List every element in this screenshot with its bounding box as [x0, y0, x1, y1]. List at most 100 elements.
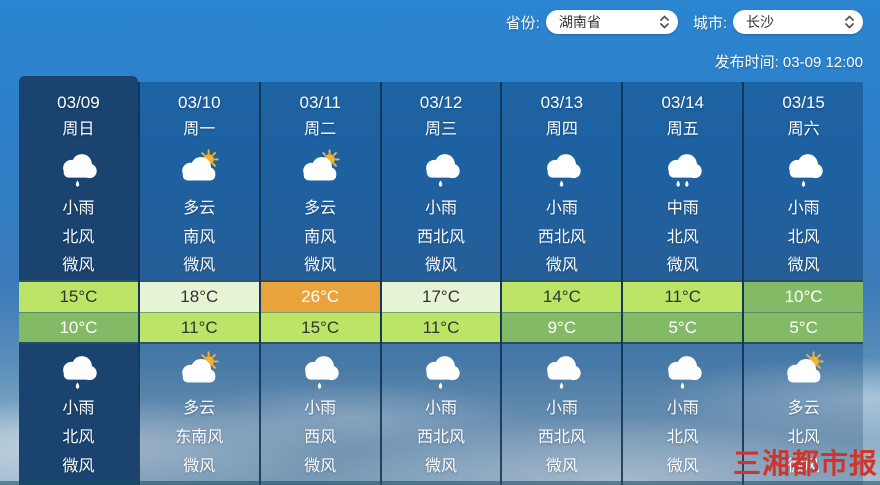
date-label: 03/14: [661, 93, 704, 112]
low-temperature: 11°C: [139, 312, 259, 344]
date-label: 03/10: [178, 93, 221, 112]
day-column: 03/13 周四 小雨 西北风 微风 14°C 9°C 小雨 西北风 微风: [500, 82, 622, 485]
night-section: 小雨 北风 微风: [19, 344, 138, 485]
light-rain-icon: [502, 348, 621, 394]
night-wind-power: 微风: [545, 458, 578, 475]
day-section: 03/10 周一 多云 南风 微风 18°C 11°C: [139, 82, 259, 344]
partly-cloudy-icon: [261, 144, 380, 194]
day-condition: 多云: [304, 200, 337, 217]
chevron-up-down-icon: [659, 15, 669, 29]
day-column: 03/11 周二 多云 南风 微风 26°C 15°C 小雨 西风 微风: [258, 82, 380, 485]
weekday-label: 周一: [183, 121, 216, 138]
night-wind-direction: 东南风: [175, 429, 224, 446]
day-condition: 中雨: [666, 200, 699, 217]
day-wind-power: 微风: [425, 257, 458, 274]
partly-cloudy-icon: [140, 144, 259, 194]
day-wind-power: 微风: [183, 257, 216, 274]
night-condition: 多云: [183, 400, 216, 417]
province-label: 省份:: [505, 14, 540, 32]
date-label: 03/15: [782, 93, 825, 112]
high-temperature: 14°C: [502, 280, 622, 312]
light-rain-icon: [261, 348, 380, 394]
night-wind-direction: 西北风: [417, 429, 466, 446]
high-temperature: 26°C: [260, 280, 380, 312]
night-wind-direction: 北风: [666, 429, 699, 446]
day-wind-direction: 南风: [304, 229, 337, 246]
night-condition: 多云: [787, 400, 820, 417]
date-label: 03/11: [299, 93, 341, 112]
day-section: 03/11 周二 多云 南风 微风 26°C 15°C: [260, 82, 380, 344]
night-section: 小雨 西风 微风: [260, 344, 380, 485]
province-select-value: 湖南省: [558, 14, 601, 30]
night-condition: 小雨: [425, 400, 458, 417]
publish-time-value: 03-09 12:00: [782, 54, 863, 71]
province-select[interactable]: 湖南省: [545, 10, 678, 34]
night-section: 小雨 北风 微风: [623, 344, 743, 485]
night-wind-power: 微风: [787, 458, 820, 475]
light-rain-icon: [19, 144, 138, 194]
high-temperature: 10°C: [744, 280, 864, 312]
day-column: 03/14 周五 中雨 北风 微风 11°C 5°C 小雨 北风 微风: [621, 82, 743, 485]
city-select[interactable]: 长沙: [733, 10, 863, 34]
day-section: 03/14 周五 中雨 北风 微风 11°C 5°C: [623, 82, 743, 344]
day-wind-power: 微风: [545, 257, 578, 274]
forecast-table: 03/09 周日 小雨 北风 微风 15°C 10°C 小雨 北风 微风 03/…: [19, 76, 864, 485]
low-temperature: 5°C: [744, 312, 864, 344]
low-temperature: 10°C: [19, 312, 138, 344]
light-rain-icon: [382, 144, 501, 194]
night-wind-power: 微风: [62, 458, 95, 475]
day-condition: 小雨: [62, 200, 95, 217]
night-wind-power: 微风: [666, 458, 699, 475]
date-label: 03/13: [540, 93, 584, 112]
date-label: 03/09: [57, 93, 100, 112]
city-label: 城市:: [692, 14, 727, 32]
weekday-label: 周五: [666, 121, 699, 138]
day-condition: 小雨: [425, 200, 458, 217]
high-temperature: 17°C: [381, 280, 501, 312]
night-condition: 小雨: [545, 400, 578, 417]
day-wind-direction: 南风: [183, 229, 216, 246]
moderate-rain-icon: [623, 144, 742, 194]
watermark: 三湘都市报: [732, 448, 878, 479]
day-condition: 小雨: [545, 200, 578, 217]
day-wind-power: 微风: [787, 257, 820, 274]
city-select-value: 长沙: [746, 14, 774, 30]
night-wind-direction: 北风: [787, 429, 820, 446]
night-wind-power: 微风: [304, 458, 337, 475]
light-rain-icon: [382, 348, 501, 394]
day-wind-power: 微风: [666, 257, 699, 274]
light-rain-icon: [502, 144, 621, 194]
low-temperature: 11°C: [381, 312, 501, 344]
day-wind-direction: 西北风: [537, 229, 586, 246]
day-condition: 小雨: [787, 200, 820, 217]
night-wind-direction: 西北风: [537, 429, 586, 446]
night-section: 小雨 西北风 微风: [381, 344, 501, 485]
partly-cloudy-icon: [744, 348, 863, 394]
publish-time-label: 发布时间:: [714, 54, 779, 71]
light-rain-icon: [19, 348, 138, 394]
date-label: 03/12: [419, 93, 463, 112]
weekday-label: 周四: [545, 121, 578, 138]
day-wind-power: 微风: [62, 257, 95, 274]
bottom-edge-strip: [0, 481, 880, 485]
weekday-label: 周六: [787, 121, 820, 138]
low-temperature: 9°C: [502, 312, 622, 344]
high-temperature: 15°C: [19, 280, 138, 312]
day-section: 03/15 周六 小雨 北风 微风 10°C 5°C: [744, 82, 864, 344]
weekday-label: 周三: [425, 121, 458, 138]
weekday-label: 周二: [304, 121, 337, 138]
night-wind-power: 微风: [425, 458, 458, 475]
day-wind-direction: 北风: [666, 229, 699, 246]
weekday-label: 周日: [62, 121, 95, 138]
day-section: 03/12 周三 小雨 西北风 微风 17°C 11°C: [381, 82, 501, 344]
day-column: 03/10 周一 多云 南风 微风 18°C 11°C 多云 东南风 微风: [137, 82, 259, 485]
night-condition: 小雨: [304, 400, 337, 417]
light-rain-icon: [744, 144, 863, 194]
light-rain-icon: [623, 348, 742, 394]
chevron-up-down-icon: [845, 15, 854, 29]
day-condition: 多云: [183, 200, 216, 217]
low-temperature: 5°C: [623, 312, 743, 344]
day-wind-direction: 北风: [62, 229, 95, 246]
location-controls: 省份: 湖南省 城市: 长沙: [506, 10, 863, 34]
